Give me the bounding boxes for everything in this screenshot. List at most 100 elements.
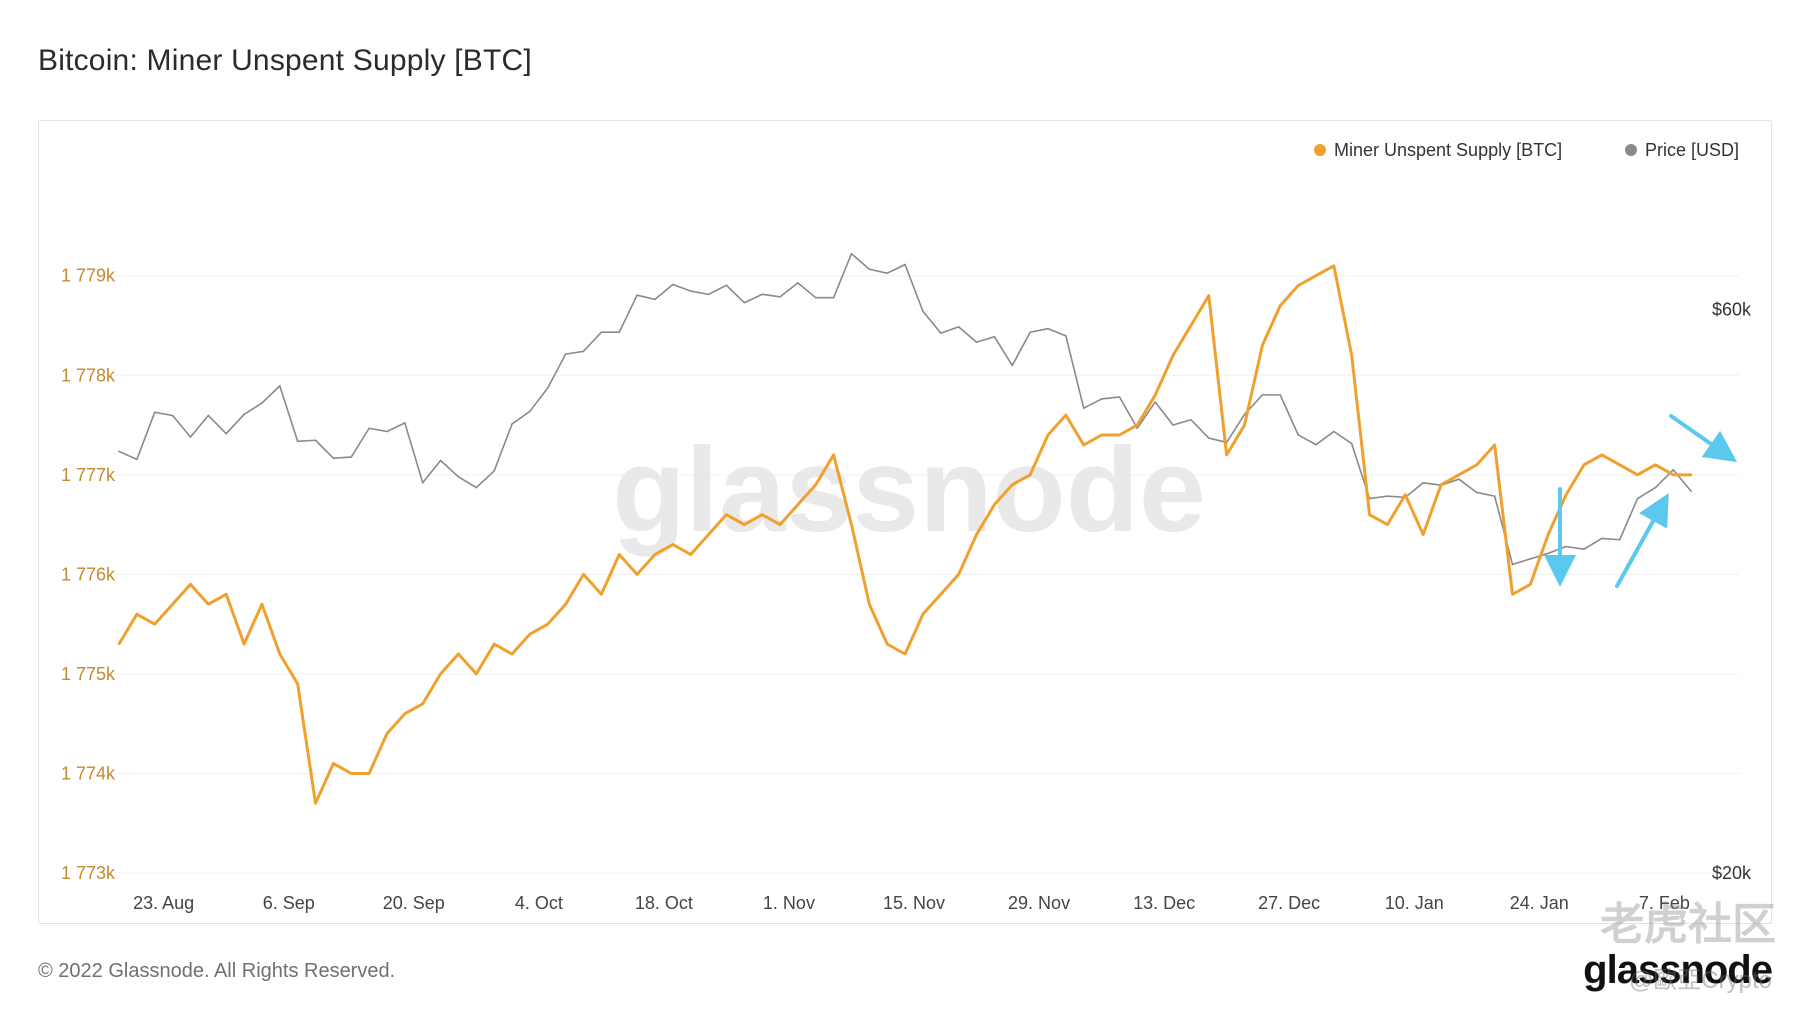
supply-point [1564, 493, 1568, 496]
price-point [153, 411, 156, 414]
supply-point [1279, 304, 1282, 307]
supply-point [1404, 493, 1407, 496]
right-axis: $20k $60k [1712, 300, 1752, 883]
price-point [404, 422, 406, 424]
x-tick-label: 10. Jan [1385, 893, 1444, 913]
supply-point [1636, 473, 1639, 477]
left-tick-label: 1 775k [61, 664, 116, 684]
supply-point [778, 523, 782, 526]
left-tick-label: 1 776k [61, 564, 116, 584]
supply-point [439, 672, 442, 676]
price-point [189, 436, 192, 438]
price-point [1350, 442, 1353, 445]
supply-point [1028, 473, 1032, 477]
supply-point [743, 523, 746, 526]
x-tick-label: 15. Nov [883, 893, 945, 913]
supply-point [1136, 423, 1139, 427]
supply-point [260, 603, 264, 606]
price-point [1690, 490, 1692, 493]
supply-point [1368, 513, 1371, 516]
price-series [118, 252, 1692, 566]
x-tick-label: 27. Dec [1258, 893, 1320, 913]
price-point [225, 432, 227, 435]
price-point [118, 450, 120, 453]
price-point [957, 326, 960, 328]
x-tick-label: 23. Aug [133, 893, 194, 913]
price-point [1475, 491, 1478, 494]
price-point [975, 341, 978, 343]
supply-point [868, 603, 871, 606]
supply-point [850, 523, 853, 526]
price-point [1547, 552, 1550, 555]
supply-point [1439, 483, 1443, 486]
legend-label-price[interactable]: Price [USD] [1645, 140, 1739, 160]
supply-point [528, 632, 532, 636]
legend-label-supply[interactable]: Miner Unspent Supply [BTC] [1334, 140, 1562, 160]
price-point [278, 385, 281, 387]
price-point [1136, 427, 1139, 430]
price-point [868, 268, 871, 271]
supply-point [296, 682, 299, 686]
price-point [886, 272, 889, 275]
price-point [1029, 331, 1031, 334]
price-point [529, 410, 531, 413]
supply-point [760, 513, 764, 516]
supply-point [1493, 443, 1496, 447]
supply-point [1582, 463, 1586, 467]
supply-point [671, 543, 675, 546]
supply-point [457, 652, 460, 656]
supply-point [1153, 393, 1157, 397]
supply-point [367, 772, 371, 775]
left-tick-label: 1 773k [61, 863, 116, 883]
price-point [797, 282, 799, 284]
supply-point [635, 573, 639, 576]
supply-point [725, 513, 728, 516]
price-point [136, 458, 138, 461]
price-point [689, 290, 692, 292]
price-point [1011, 364, 1014, 367]
price-point [511, 423, 513, 425]
supply-point [814, 483, 817, 486]
price-point [707, 293, 710, 296]
price-point [261, 402, 263, 404]
price-point [850, 252, 853, 255]
price-point [1118, 396, 1121, 398]
price-point [350, 456, 353, 458]
price-point [1511, 563, 1514, 566]
supply-point [707, 533, 710, 536]
chart-frame: glassnode 1 773k 1 774k 1 775k 1 776k 1 777k… [38, 120, 1772, 924]
annotation-arrows [1544, 414, 1738, 588]
price-point [1297, 433, 1299, 436]
left-tick-label: 1 778k [61, 365, 116, 385]
chart-watermark: glassnode [612, 423, 1206, 557]
supply-point [1118, 433, 1121, 437]
left-tick-label: 1 779k [61, 266, 116, 286]
supply-point [1261, 344, 1264, 347]
supply-point [993, 503, 996, 506]
supply-point [653, 553, 657, 556]
supply-point [546, 622, 549, 626]
price-point [1279, 394, 1282, 396]
price-point [1100, 398, 1103, 400]
supply-point [1064, 413, 1068, 417]
supply-point [1689, 473, 1693, 477]
legend[interactable]: Miner Unspent Supply [BTC] Price [USD] [1314, 140, 1739, 160]
price-point [1082, 407, 1085, 409]
supply-point [153, 622, 156, 626]
supply-point [957, 573, 960, 576]
price-point [743, 301, 746, 304]
overlay-handle: @歐亞Crypto [1628, 967, 1772, 994]
supply-point [582, 573, 585, 576]
supply-point [1547, 533, 1550, 536]
x-axis: 23. Aug 6. Sep 20. Sep 4. Oct 18. Oct 1. Nov 1… [133, 893, 1690, 913]
supply-point [1046, 433, 1050, 437]
supply-point [1082, 443, 1085, 447]
overlay-watermark: 老虎社区 [1600, 900, 1776, 949]
price-point [1529, 558, 1532, 560]
supply-point [1475, 463, 1478, 467]
x-tick-label: 13. Dec [1133, 893, 1195, 913]
price-point [1601, 537, 1603, 540]
supply-point [600, 593, 603, 596]
supply-point [618, 553, 621, 556]
supply-point [332, 762, 335, 765]
